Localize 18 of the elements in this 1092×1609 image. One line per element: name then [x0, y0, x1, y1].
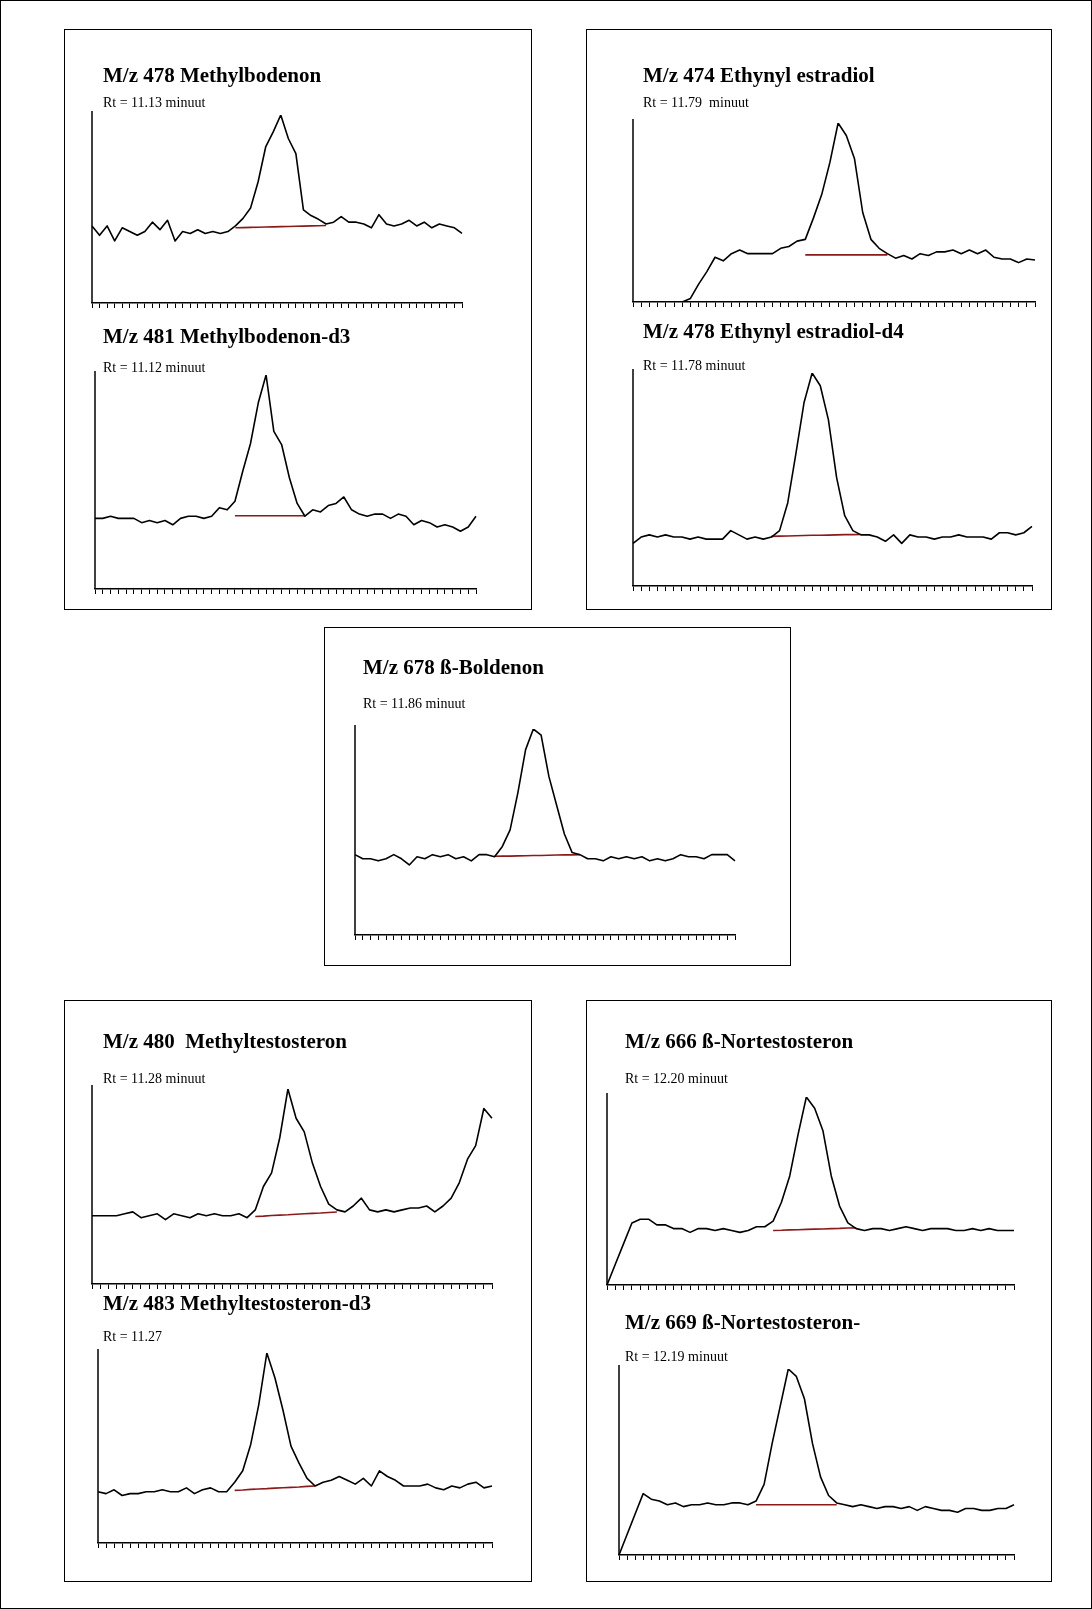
- chart-subtitle: Rt = 11.12 minuut: [103, 360, 206, 376]
- chart-title: M/z 666 ß-Nortestosteron: [625, 1029, 854, 1053]
- chart-title: M/z 478 Methylbodenon: [103, 63, 322, 87]
- chart-subtitle: Rt = 11.86 minuut: [363, 696, 466, 712]
- chart-subtitle: Rt = 11.79 minuut: [643, 95, 749, 111]
- chart-subtitle: Rt = 11.13 minuut: [103, 95, 206, 111]
- chart-subtitle: Rt = 11.27: [103, 1329, 163, 1345]
- chart-title: M/z 481 Methylbodenon-d3: [103, 324, 351, 348]
- chart-title: M/z 669 ß-Nortestosteron-: [625, 1310, 861, 1334]
- chart-subtitle: Rt = 11.78 minuut: [643, 358, 746, 374]
- chart-title: M/z 474 Ethynyl estradiol: [643, 63, 875, 87]
- chart-subtitle: Rt = 12.20 minuut: [625, 1071, 728, 1087]
- chart-title: M/z 678 ß-Boldenon: [363, 655, 544, 679]
- chart-subtitle: Rt = 11.28 minuut: [103, 1071, 206, 1087]
- chart-title: M/z 478 Ethynyl estradiol-d4: [643, 319, 904, 343]
- chart-title: M/z 483 Methyltestosteron-d3: [103, 1291, 371, 1315]
- chart-title: M/z 480 Methyltestosteron: [103, 1029, 347, 1053]
- chart-subtitle: Rt = 12.19 minuut: [625, 1349, 728, 1365]
